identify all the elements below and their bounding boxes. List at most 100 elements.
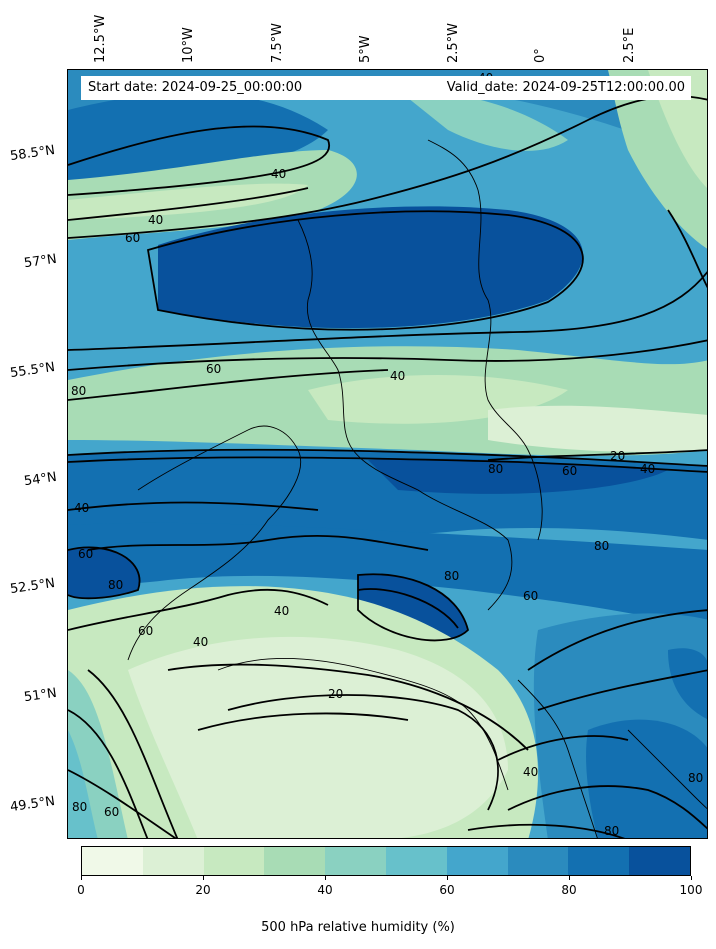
contour-line (487, 449, 707, 461)
lon-label: 2.5°W (446, 22, 461, 63)
contour-label: 40 (193, 635, 208, 649)
colorbar-tick-label: 100 (679, 883, 703, 897)
lat-label: 55.5°N (9, 359, 56, 382)
contour-label: 40 (74, 501, 89, 515)
humidity-band (128, 636, 508, 838)
contour-line (68, 95, 707, 239)
contour-line (357, 573, 469, 642)
humidity-band (68, 730, 98, 838)
contour-line (357, 588, 459, 629)
contour-line (527, 609, 707, 671)
contour-line (87, 669, 179, 838)
contour-labels: 40 60 40 60 80 40 20 80 60 40 40 60 80 8… (71, 71, 703, 838)
start-date: Start date: 2024-09-25_00:00:00 (88, 80, 303, 95)
humidity-band (668, 648, 707, 719)
colorbar-segment (629, 847, 690, 875)
contour-label: 40 (271, 167, 286, 181)
colorbar-tick-mark (324, 876, 326, 880)
contour-line (227, 694, 499, 811)
lat-label: 58.5°N (9, 142, 56, 165)
coastline (427, 139, 543, 541)
colorbar-tick-label: 60 (439, 883, 455, 897)
contour-label: 80 (488, 462, 503, 476)
lon-label: 10°W (181, 27, 196, 63)
colorbar-segment (325, 847, 386, 875)
lat-label: 54°N (23, 469, 58, 490)
contour-line (467, 823, 625, 838)
colorbar-segment (142, 847, 204, 875)
coastlines (127, 139, 707, 838)
lon-label: 0° (533, 48, 548, 63)
lon-label: 7.5°W (270, 22, 285, 63)
lon-label: 2.5°E (622, 27, 637, 63)
contour-line (146, 210, 584, 331)
contour-label: 80 (108, 578, 123, 592)
contour-label: 60 (125, 231, 140, 245)
colorbar-tick-label: 20 (195, 883, 211, 897)
colorbar-tick-label: 80 (561, 883, 577, 897)
contour-label: 80 (688, 771, 703, 785)
contour-line (68, 456, 707, 473)
contour-label: 20 (328, 687, 343, 701)
contour-lines (68, 95, 707, 838)
colorbar-segment (568, 847, 630, 875)
contour-line (68, 709, 149, 838)
contour-label: 60 (523, 589, 538, 603)
colorbar (81, 846, 691, 876)
humidity-band (68, 183, 308, 220)
contour-label: 40 (148, 213, 163, 227)
contour-label: 60 (104, 805, 119, 819)
coastline (517, 679, 598, 838)
contour-label: 40 (274, 604, 289, 618)
contour-label: 40 (390, 369, 405, 383)
humidity-map: 40 60 40 60 80 40 20 80 60 40 40 60 80 8… (67, 69, 708, 839)
date-info-box: Start date: 2024-09-25_00:00:00 Valid_da… (81, 76, 691, 100)
contour-label: 60 (138, 624, 153, 638)
contour-line (68, 769, 177, 838)
lat-label: 49.5°N (9, 793, 56, 816)
contour-label: 80 (594, 539, 609, 553)
contour-label: 80 (604, 824, 619, 838)
colorbar-tick-mark (690, 876, 692, 880)
humidity-band (68, 547, 140, 599)
colorbar-label: 500 hPa relative humidity (%) (261, 920, 455, 935)
contour-label: 20 (610, 449, 625, 463)
valid-date: Valid_date: 2024-09-25T12:00:00.00 (446, 80, 685, 95)
contour-line (68, 270, 707, 351)
colorbar-tick-label: 0 (77, 883, 85, 897)
contour-label: 60 (562, 464, 577, 478)
colorbar-segment (82, 847, 143, 875)
contour-label: 80 (72, 800, 87, 814)
humidity-band (158, 206, 583, 329)
contour-line (68, 125, 330, 196)
colorbar-tick-mark (80, 876, 82, 880)
contour-line (68, 448, 707, 467)
humidity-map-svg: 40 60 40 60 80 40 20 80 60 40 40 60 80 8… (68, 70, 707, 838)
colorbar-segment (446, 847, 508, 875)
contour-line (68, 187, 309, 221)
humidity-band (398, 90, 568, 151)
contour-line (87, 534, 429, 551)
humidity-band (68, 92, 328, 190)
colorbar-segment (385, 847, 447, 875)
colorbar-segment (203, 847, 265, 875)
coastline (627, 729, 707, 810)
coastline (217, 658, 509, 791)
lon-label: 12.5°W (93, 14, 108, 63)
contour-line (68, 339, 707, 371)
colorbar-tick-mark (446, 876, 448, 880)
colorbar-tick-mark (568, 876, 570, 880)
lat-label: 52.5°N (9, 575, 56, 598)
humidity-band (368, 458, 668, 494)
contour-label: 80 (444, 569, 459, 583)
contour-line (667, 209, 707, 289)
colorbar-segment (507, 847, 569, 875)
contour-label: 40 (640, 462, 655, 476)
contour-line (68, 588, 329, 631)
contour-label: 60 (206, 362, 221, 376)
colorbar-segment (264, 847, 326, 875)
contour-line (197, 712, 409, 731)
contour-label: 80 (71, 384, 86, 398)
contour-line (537, 669, 707, 711)
contour-label: 60 (78, 547, 93, 561)
